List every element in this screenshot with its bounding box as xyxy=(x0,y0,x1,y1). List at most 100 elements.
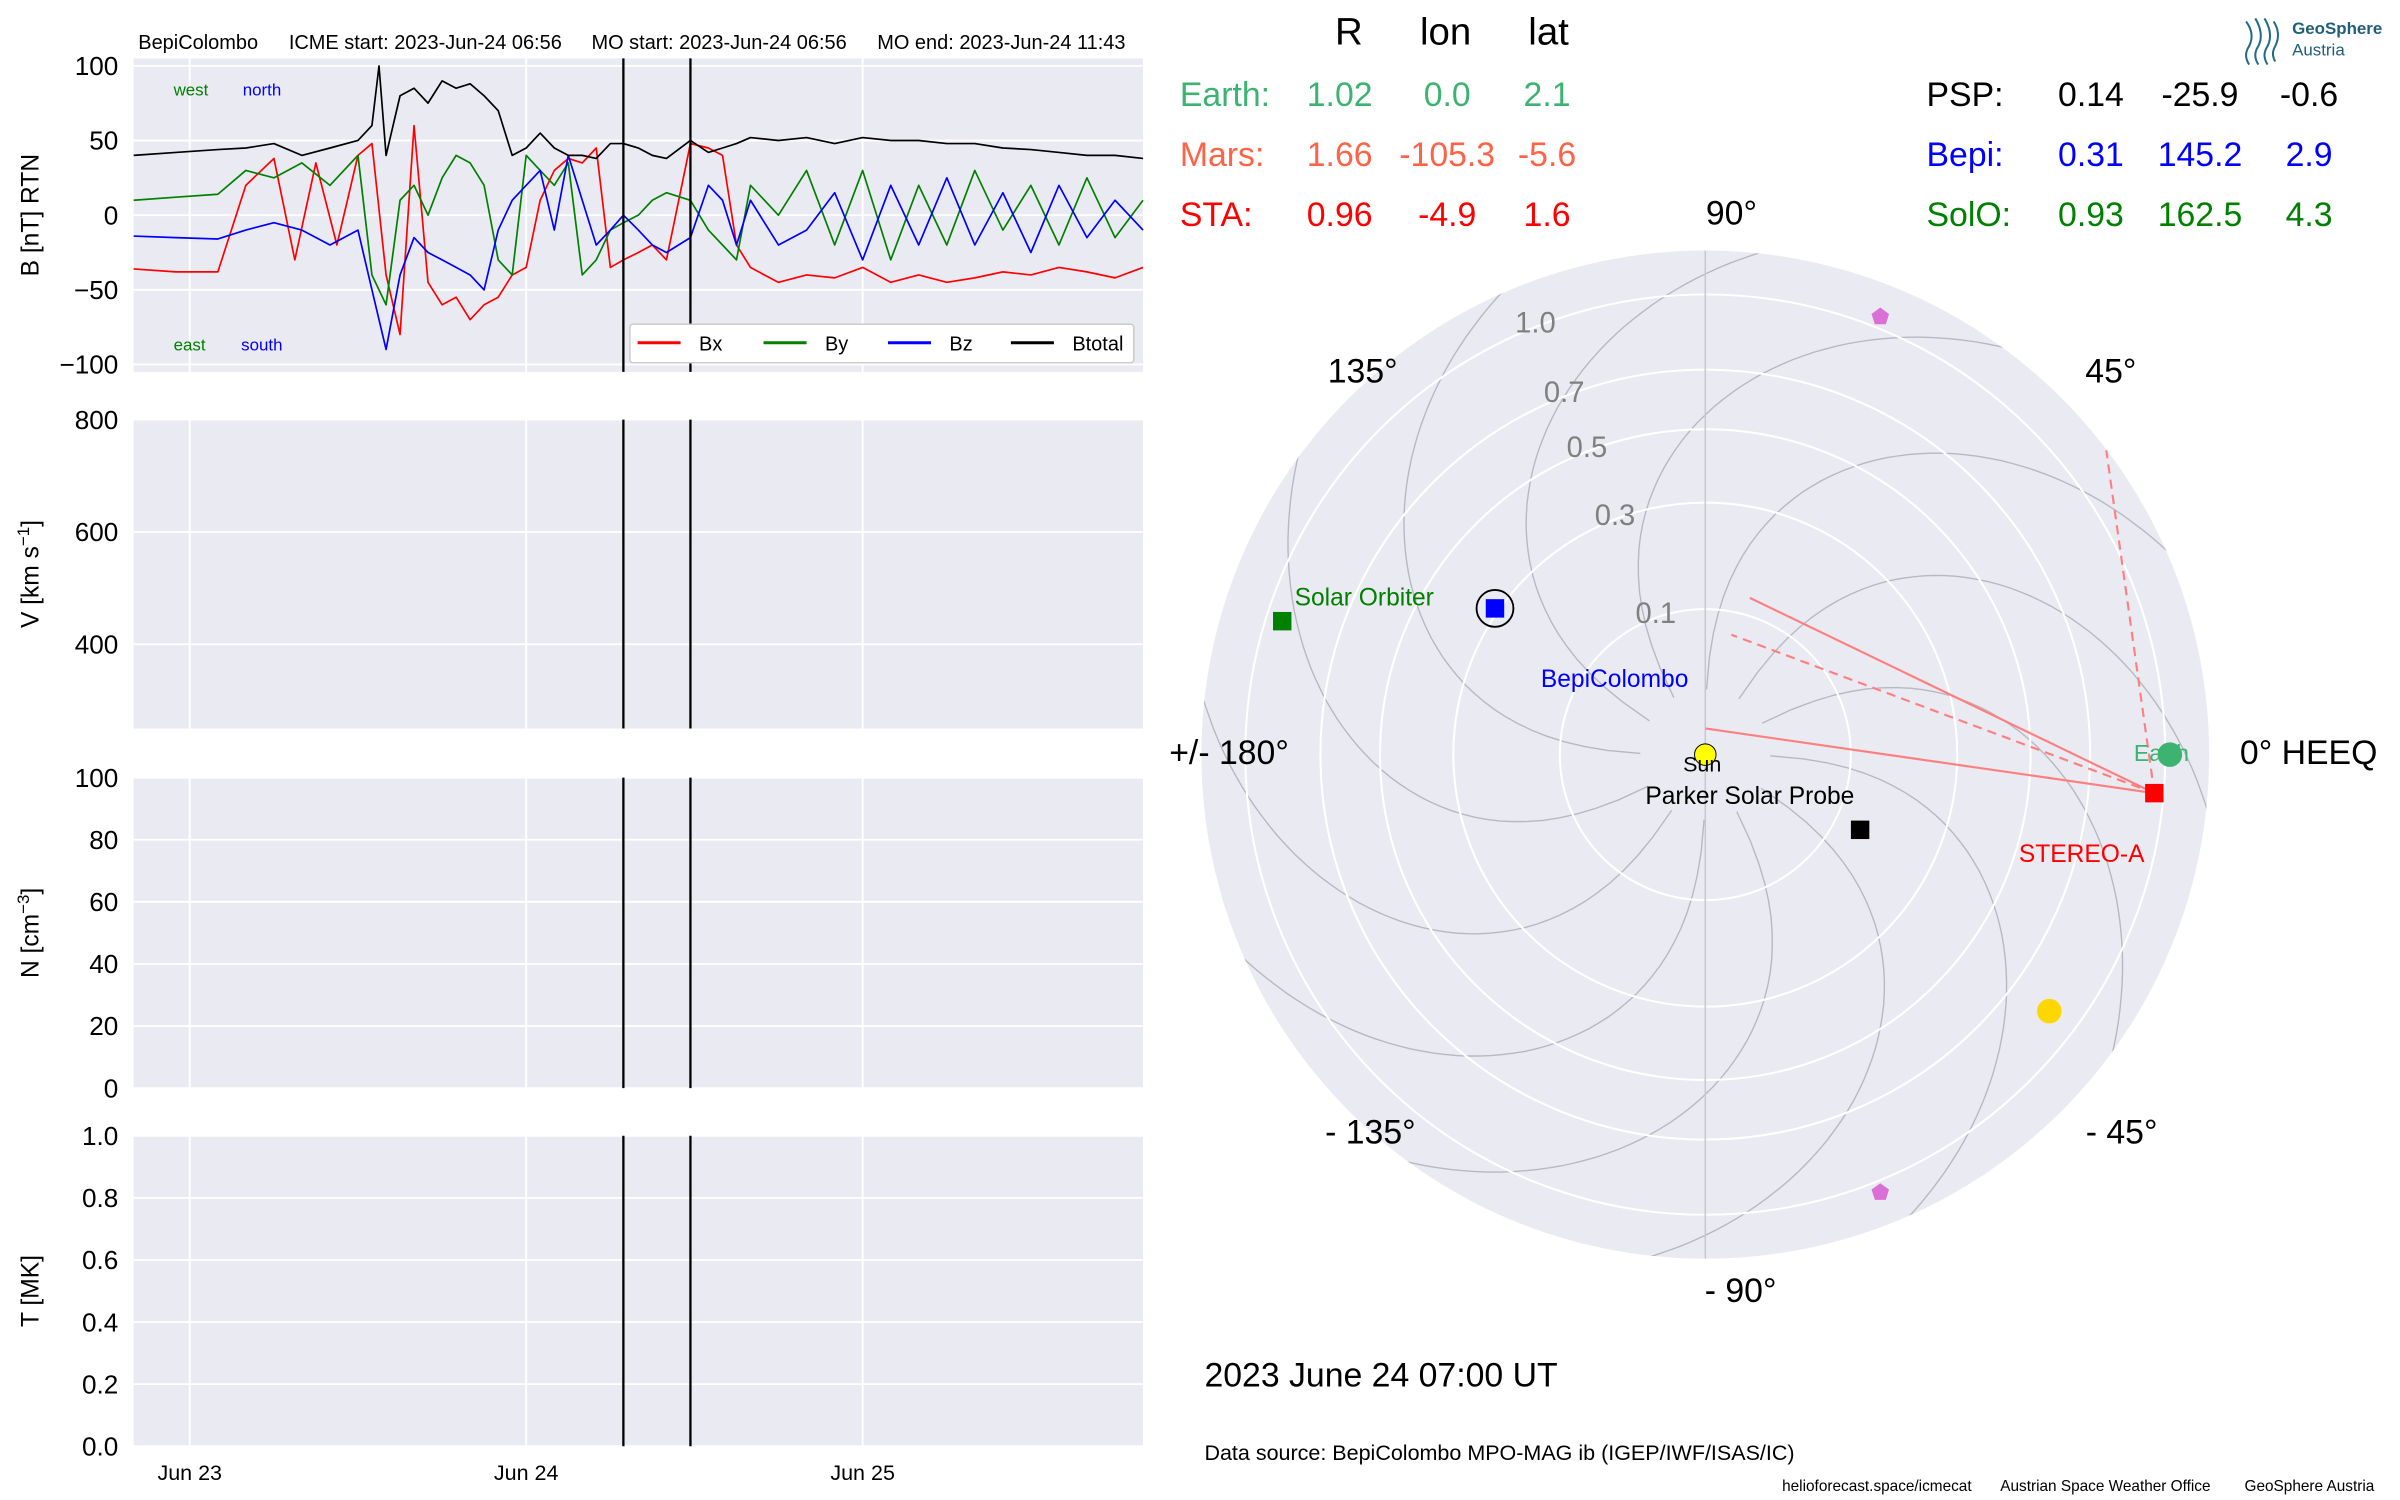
marker-unlabeled-7 xyxy=(1871,307,1890,325)
parker-spiral-line xyxy=(1201,527,1673,935)
y-axis-label-text: B [nT] RTN xyxy=(17,154,44,276)
cme-direction-line xyxy=(1731,633,2155,795)
table-row-lon: -25.9 xyxy=(2161,76,2238,114)
y-tick-label: 600 xyxy=(75,517,119,547)
y-tick-label: 0 xyxy=(104,200,119,230)
parker-spiral-line xyxy=(1525,250,1933,722)
angle-label: 45° xyxy=(2085,353,2136,391)
data-source: Data source: BepiColombo MPO-MAG ib (IGE… xyxy=(1204,1441,1794,1465)
label-solar-orbiter: Solar Orbiter xyxy=(1295,585,1434,612)
angle-label: 0° HEEQ xyxy=(2240,734,2377,772)
ring-label: 0.3 xyxy=(1595,500,1636,532)
angle-label: +/- 180° xyxy=(1169,734,1289,772)
bepicolombo-ring-marker xyxy=(1475,589,1515,628)
angle-label: - 135° xyxy=(1325,1113,1416,1151)
panel-background xyxy=(133,419,1144,729)
series-line-btotal xyxy=(133,65,1144,160)
legend-label-bz: Bz xyxy=(949,333,972,355)
panel-speed: 800 600 400 V [km s−1] xyxy=(14,405,1144,729)
angle-label: 90° xyxy=(1706,194,1757,232)
panel-density: 100 80 60 40 20 0 N [cm−3] xyxy=(14,763,1144,1103)
y-axis-label-superscript: −3 xyxy=(14,895,33,914)
header-icme-start: ICME start: 2023-Jun-24 06:56 xyxy=(289,32,562,54)
table-row-r: 0.14 xyxy=(2058,76,2124,114)
table-row-lat: 4.3 xyxy=(2286,196,2333,234)
table-row-lat: 1.6 xyxy=(1524,196,1571,234)
table-row-lat: 2.9 xyxy=(2286,136,2333,174)
y-tick-label: 1.0 xyxy=(82,1121,118,1151)
cme-direction-line xyxy=(2105,450,2156,794)
y-tick-label: 100 xyxy=(75,51,119,81)
table-row-lon: 145.2 xyxy=(2158,136,2243,174)
y-axis-label: N [cm−3] xyxy=(14,888,44,978)
y-tick-label: 0.0 xyxy=(82,1431,118,1461)
cme-direction-line xyxy=(1749,596,2155,795)
y-tick-label: 50 xyxy=(89,126,118,156)
label-earth: Earth xyxy=(2134,740,2189,766)
legend-label-by: By xyxy=(825,333,848,355)
marker-solar-orbiter xyxy=(1272,611,1292,631)
panel-temperature: 1.0 0.8 0.6 0.4 0.2 0.0 T [MK] xyxy=(17,1121,1144,1461)
marker-bepicolombo xyxy=(1485,599,1505,618)
table-header: lon xyxy=(1420,11,1471,54)
y-tick-label: 0.2 xyxy=(82,1369,118,1399)
y-tick-label: 20 xyxy=(89,1011,118,1041)
marker-unlabeled-8 xyxy=(1871,1183,1890,1200)
y-tick-label: 80 xyxy=(89,825,118,855)
panel-background xyxy=(133,777,1144,1089)
label-south: south xyxy=(241,335,282,354)
y-axis-label-superscript: −1 xyxy=(14,527,33,546)
plot-date: 2023 June 24 07:00 UT xyxy=(1204,1356,1557,1394)
table-row-lon: 0.0 xyxy=(1424,76,1471,114)
ring-label: 1.0 xyxy=(1515,308,1556,340)
legend-label-btotal: Btotal xyxy=(1072,333,1123,355)
table-row-lon: -4.9 xyxy=(1418,196,1476,234)
y-tick-label: 400 xyxy=(75,629,119,659)
y-tick-label: 0.8 xyxy=(82,1183,118,1213)
table-header: R xyxy=(1335,11,1363,54)
series-line-by xyxy=(133,154,1144,306)
y-tick-label: 100 xyxy=(75,763,119,793)
table-row-r: 1.66 xyxy=(1307,136,1373,174)
geosphere-swirl-icon xyxy=(2245,17,2279,66)
table-row-r: 0.96 xyxy=(1307,196,1373,234)
table-row-name: PSP: xyxy=(1927,76,2004,114)
y-tick-label: 0.6 xyxy=(82,1245,118,1275)
y-tick-label: 60 xyxy=(89,887,118,917)
marker-earth xyxy=(2157,742,2183,767)
table-row-name: Mars: xyxy=(1180,136,1264,174)
logo-line1: GeoSphere xyxy=(2292,19,2382,38)
y-tick-label: −100 xyxy=(59,350,118,380)
y-tick-label: 0.4 xyxy=(82,1307,118,1337)
y-tick-label: −50 xyxy=(74,275,118,305)
cme-direction-line xyxy=(1705,727,2155,795)
parker-spiral-line xyxy=(1738,574,2210,982)
footer-office: Austrian Space Weather Office xyxy=(2000,1478,2210,1495)
y-axis-label-end: ] xyxy=(17,520,44,527)
footer-org: GeoSphere Austria xyxy=(2245,1478,2375,1495)
header-row: BepiColombo ICME start: 2023-Jun-24 06:5… xyxy=(138,32,1125,54)
ring-label: 0.1 xyxy=(1635,598,1676,630)
marker-sun xyxy=(1694,743,1717,766)
table-row-name: Bepi: xyxy=(1927,136,2004,174)
table-row-lon: 162.5 xyxy=(2158,196,2243,234)
y-axis-label-end: ] xyxy=(17,888,44,895)
panel-magnetic-field: 100 50 0 −50 −100 B [nT] RTN xyxy=(17,51,1144,380)
logo-line2: Austria xyxy=(2292,40,2345,59)
table-row-lat: -0.6 xyxy=(2280,76,2338,114)
x-tick-label: Jun 25 xyxy=(830,1461,895,1485)
table-row-r: 0.31 xyxy=(2058,136,2124,174)
marker-parker-solar-probe xyxy=(1850,820,1870,840)
label-bepicolombo: BepiColombo xyxy=(1541,666,1689,693)
table-row-name: SolO: xyxy=(1927,196,2012,234)
label-west: west xyxy=(173,80,209,99)
y-axis-label-text: T [MK] xyxy=(17,1255,44,1327)
table-row-r: 0.93 xyxy=(2058,196,2124,234)
angle-label: - 90° xyxy=(1705,1272,1777,1310)
ring-label: 0.5 xyxy=(1567,432,1608,464)
y-tick-label: 0 xyxy=(104,1073,119,1103)
y-axis-label: T [MK] xyxy=(17,1255,44,1327)
table-row-lat: 2.1 xyxy=(1524,76,1571,114)
